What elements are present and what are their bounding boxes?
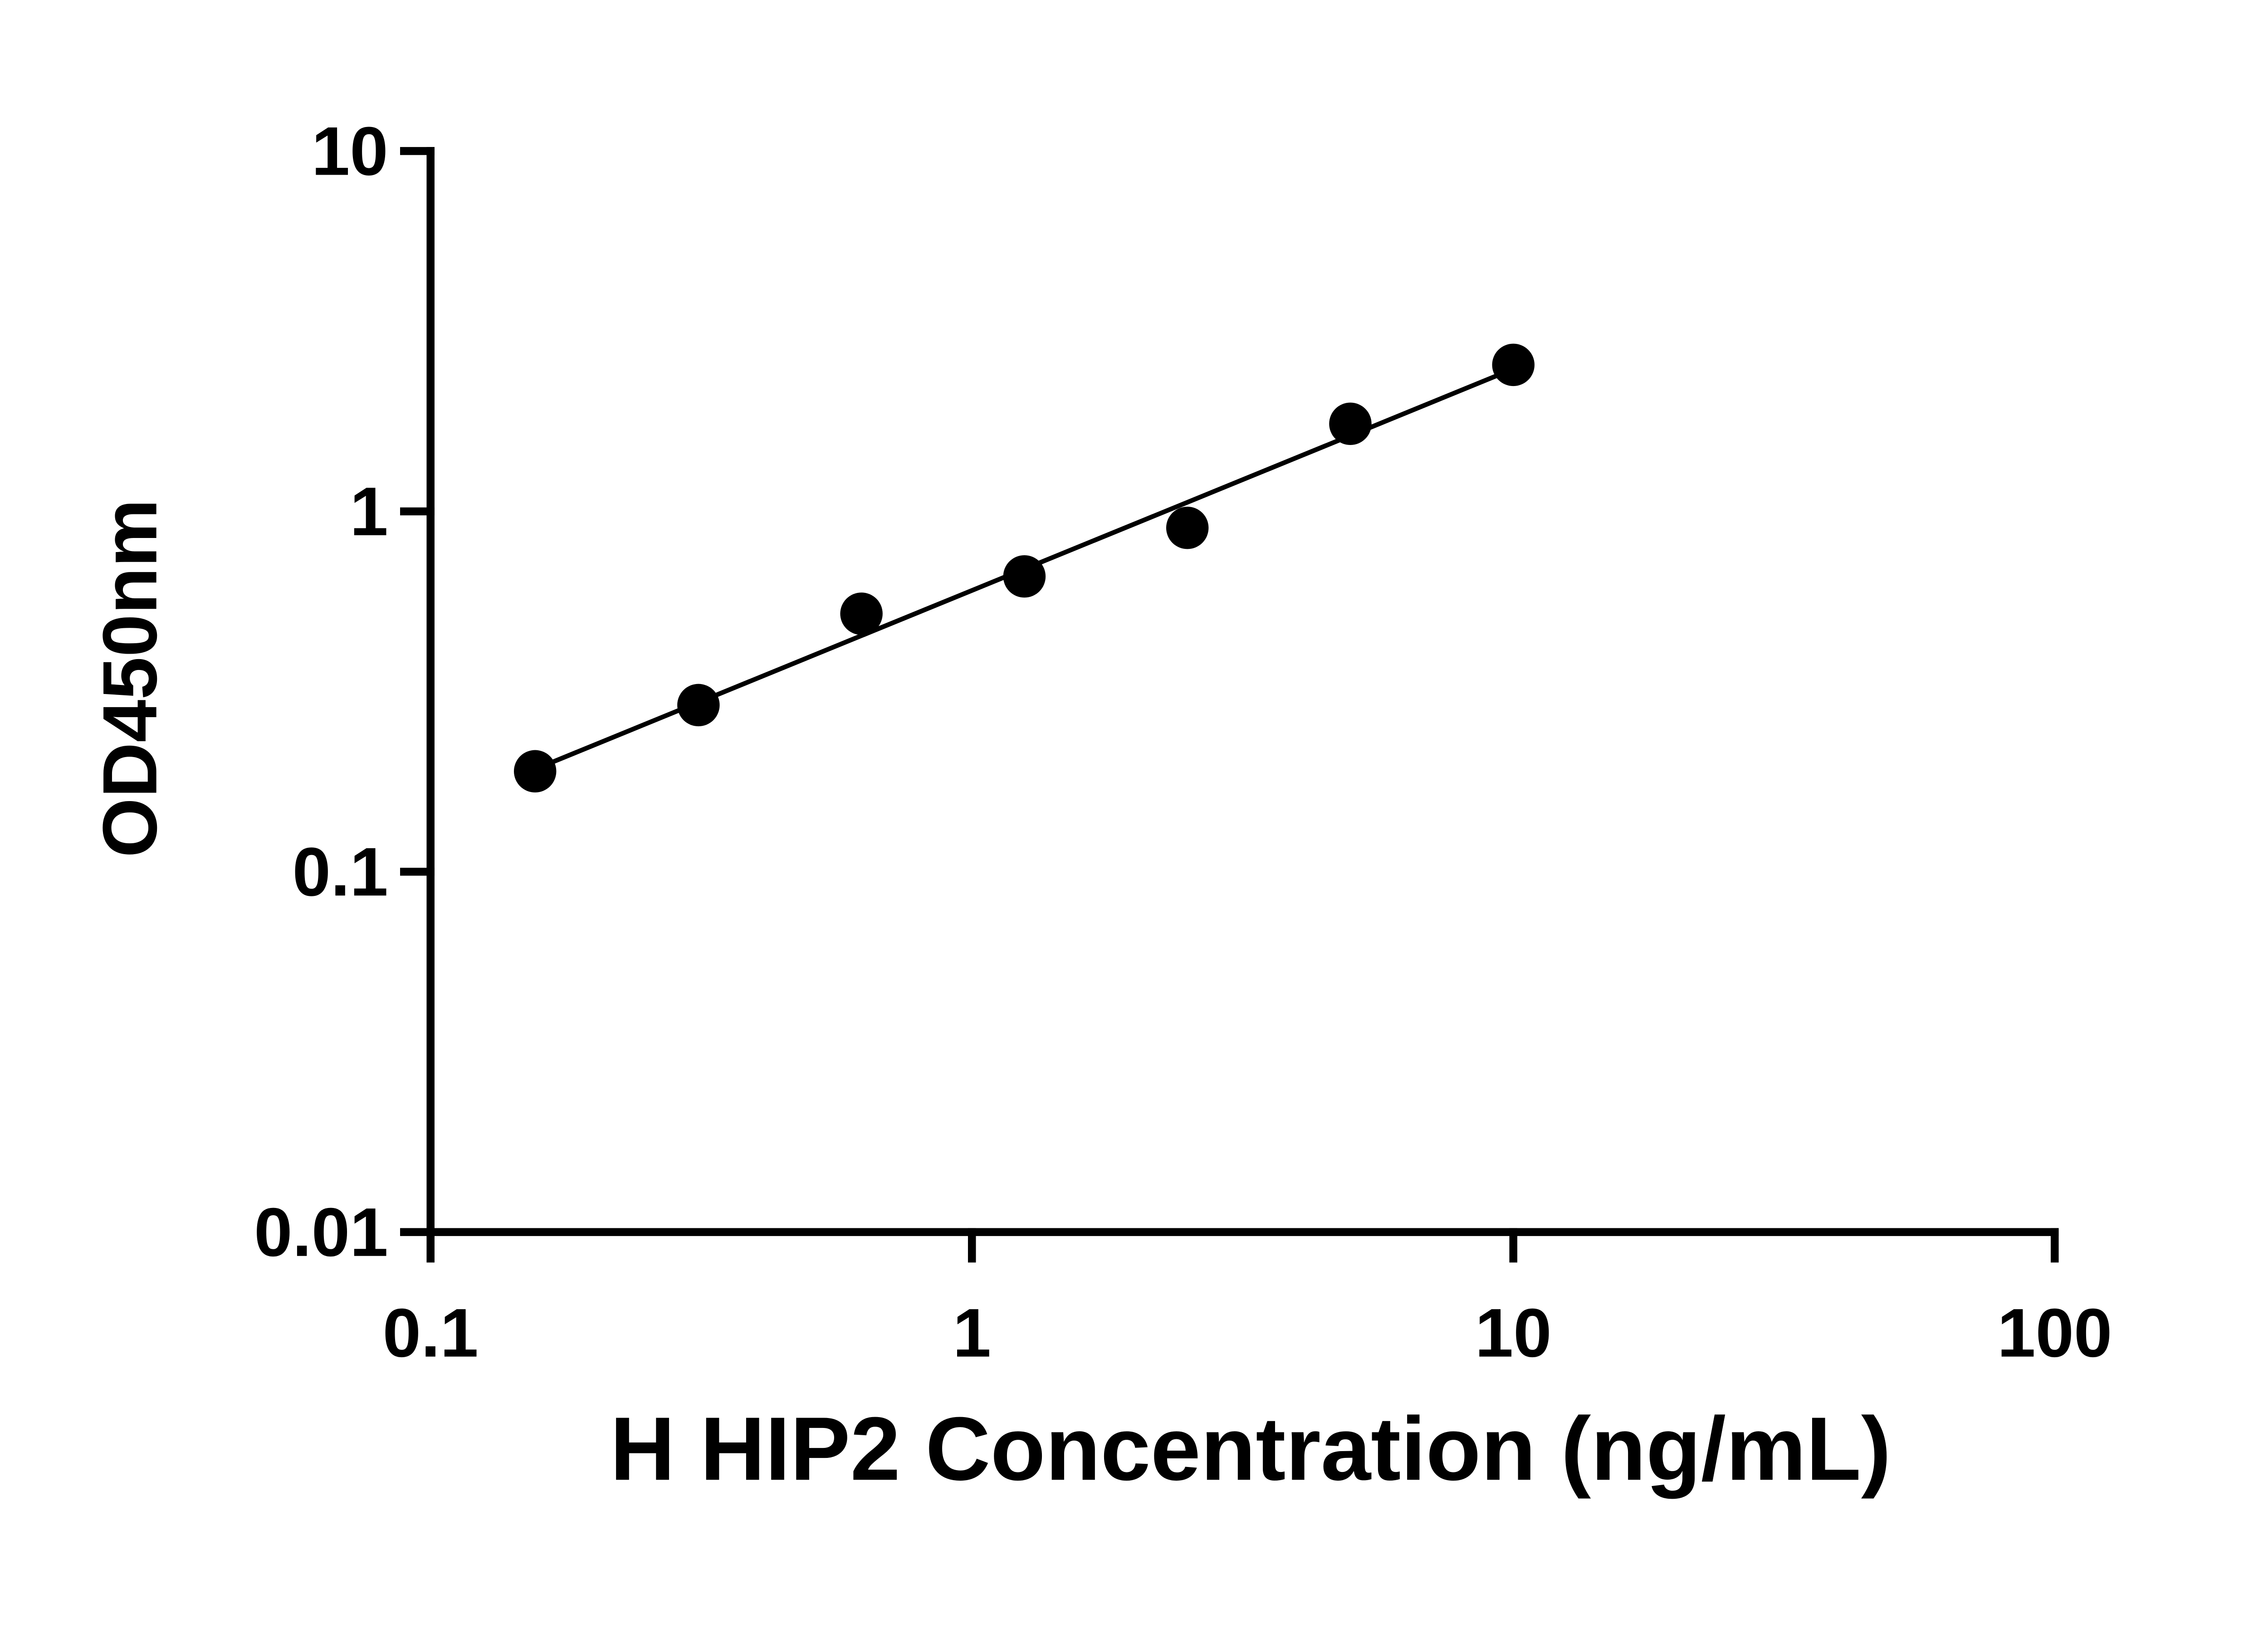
data-point [840,592,883,635]
y-tick-label: 0.1 [293,834,388,910]
data-point [677,684,720,727]
y-axis-title: OD450nm [87,499,173,858]
x-tick-label: 1 [953,1295,991,1372]
data-point [1003,555,1046,598]
plot-area: 0.1 1 10 100 0.01 0.1 1 10 [254,113,2112,1372]
data-point [1166,506,1209,549]
elisa-standard-curve-figure: 0.1 1 10 100 0.01 0.1 1 10 H HIP2 Concentration… [87,113,2112,1500]
data-point [1492,343,1535,386]
chart-canvas: 0.1 1 10 100 0.01 0.1 1 10 H HIP2 Concentration… [87,113,2112,1500]
x-tick-label: 0.1 [383,1295,479,1372]
x-tick-label: 100 [1997,1295,2112,1372]
data-point [513,750,557,793]
y-tick-label: 0.01 [254,1194,388,1271]
x-tick-label: 10 [1475,1295,1552,1372]
y-tick-label: 1 [350,474,388,550]
y-tick-label: 10 [312,113,388,190]
x-axis-title: H HIP2 Concentration (ng/mL) [610,1398,1891,1499]
data-point [1329,402,1372,445]
